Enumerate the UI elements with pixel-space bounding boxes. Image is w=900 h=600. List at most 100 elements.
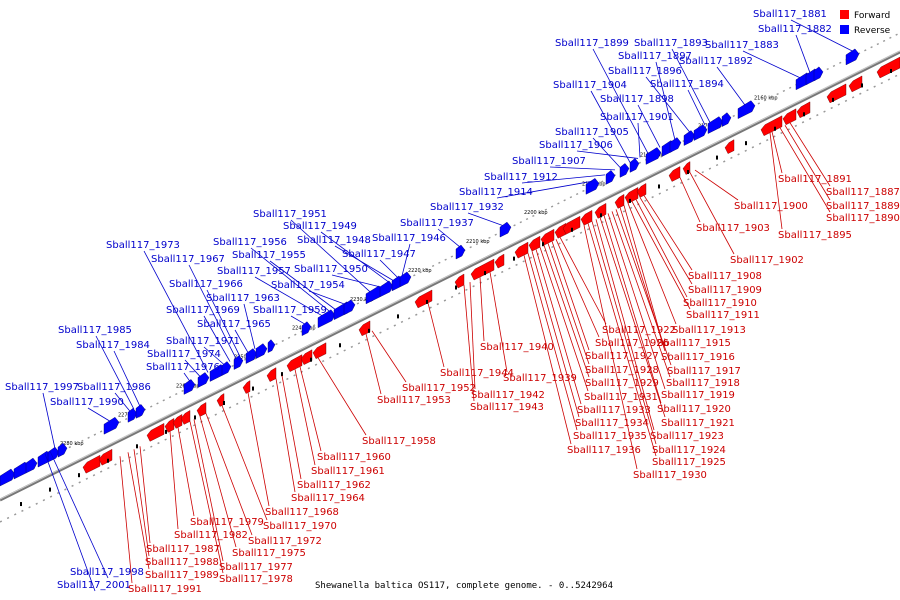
forward-gene-label[interactable]: Sball117_1944 <box>440 368 514 379</box>
reverse-gene-label[interactable]: Sball117_1904 <box>553 80 627 91</box>
reverse-gene-label[interactable]: Sball117_1894 <box>650 79 724 90</box>
forward-gene-arrow[interactable] <box>82 454 101 474</box>
forward-gene-arrow[interactable] <box>146 423 165 442</box>
forward-gene-label[interactable]: Sball117_1977 <box>219 562 293 573</box>
reverse-gene-label[interactable]: Sball117_1949 <box>283 221 357 232</box>
reverse-gene-arrow[interactable] <box>737 100 756 119</box>
reverse-gene-arrow[interactable] <box>255 343 268 359</box>
reverse-gene-arrow[interactable] <box>707 116 724 134</box>
forward-gene-label[interactable]: Sball117_1958 <box>362 436 436 447</box>
reverse-gene-label[interactable]: Sball117_1957 <box>217 266 291 277</box>
forward-gene-arrow[interactable] <box>242 380 251 394</box>
reverse-gene-label[interactable]: Sball117_1965 <box>197 319 271 330</box>
reverse-gene-label[interactable]: Sball117_1898 <box>600 94 674 105</box>
forward-gene-label[interactable]: Sball117_1961 <box>311 466 385 477</box>
forward-gene-label[interactable]: Sball117_1962 <box>297 480 371 491</box>
forward-gene-label[interactable]: Sball117_1929 <box>585 378 659 389</box>
reverse-gene-label[interactable]: Sball117_1882 <box>758 24 832 35</box>
forward-gene-label[interactable]: Sball117_1930 <box>633 470 707 481</box>
forward-gene-label[interactable]: Sball117_1924 <box>652 445 726 456</box>
forward-gene-arrow[interactable] <box>454 273 465 289</box>
reverse-gene-arrow[interactable] <box>221 361 232 376</box>
reverse-gene-label[interactable]: Sball117_1956 <box>213 237 287 248</box>
reverse-gene-label[interactable]: Sball117_1932 <box>430 202 504 213</box>
reverse-gene-label[interactable]: Sball117_1896 <box>608 66 682 77</box>
forward-gene-label[interactable]: Sball117_1928 <box>585 365 659 376</box>
reverse-gene-label[interactable]: Sball117_1997 <box>5 382 79 393</box>
forward-gene-label[interactable]: Sball117_1921 <box>661 418 735 429</box>
forward-gene-label[interactable]: Sball117_1915 <box>657 338 731 349</box>
forward-gene-label[interactable]: Sball117_1917 <box>667 366 741 377</box>
forward-gene-arrow[interactable] <box>300 349 313 365</box>
reverse-gene-label[interactable]: Sball117_1971 <box>166 336 240 347</box>
reverse-gene-label[interactable]: Sball117_1967 <box>151 254 225 265</box>
forward-gene-label[interactable]: Sball117_1935 <box>573 431 647 442</box>
forward-gene-label[interactable]: Sball117_1972 <box>248 536 322 547</box>
reverse-gene-arrow[interactable] <box>47 446 60 463</box>
forward-gene-label[interactable]: Sball117_1887 <box>826 187 900 198</box>
reverse-gene-arrow[interactable] <box>645 147 662 165</box>
reverse-gene-label[interactable]: Sball117_1881 <box>753 9 827 20</box>
forward-gene-arrow[interactable] <box>796 101 811 119</box>
reverse-gene-label[interactable]: Sball117_1986 <box>77 382 151 393</box>
forward-gene-label[interactable]: Sball117_1916 <box>661 352 735 363</box>
forward-gene-label[interactable]: Sball117_1890 <box>826 213 900 224</box>
reverse-gene-label[interactable]: Sball117_1907 <box>512 156 586 167</box>
reverse-gene-arrow[interactable] <box>693 124 708 141</box>
forward-gene-arrow[interactable] <box>668 166 681 182</box>
forward-gene-label[interactable]: Sball117_1964 <box>291 493 365 504</box>
reverse-gene-arrow[interactable] <box>103 416 120 435</box>
forward-gene-label[interactable]: Sball117_1895 <box>778 230 852 241</box>
forward-gene-arrow[interactable] <box>540 228 555 246</box>
forward-gene-label[interactable]: Sball117_1934 <box>575 418 649 429</box>
reverse-gene-label[interactable]: Sball117_1906 <box>539 140 613 151</box>
forward-gene-arrow[interactable] <box>562 215 581 235</box>
forward-gene-arrow[interactable] <box>848 75 863 93</box>
reverse-gene-arrow[interactable] <box>317 309 336 329</box>
reverse-gene-arrow[interactable] <box>399 271 412 288</box>
forward-gene-label[interactable]: Sball117_1920 <box>657 404 731 415</box>
reverse-gene-label[interactable]: Sball117_1955 <box>232 250 306 261</box>
reverse-gene-label[interactable]: Sball117_1901 <box>600 112 674 123</box>
forward-gene-arrow[interactable] <box>358 320 371 337</box>
reverse-gene-label[interactable]: Sball117_1892 <box>679 56 753 67</box>
reverse-gene-arrow[interactable] <box>499 221 512 238</box>
reverse-gene-label[interactable]: Sball117_1959 <box>253 305 327 316</box>
forward-gene-arrow[interactable] <box>636 183 647 198</box>
forward-gene-label[interactable]: Sball117_1975 <box>232 548 306 559</box>
forward-gene-arrow[interactable] <box>216 393 225 407</box>
forward-gene-label[interactable]: Sball117_1936 <box>567 445 641 456</box>
reverse-gene-arrow[interactable] <box>57 442 68 458</box>
forward-gene-label[interactable]: Sball117_1927 <box>585 351 659 362</box>
forward-gene-label[interactable]: Sball117_1991 <box>128 584 202 595</box>
reverse-gene-arrow[interactable] <box>455 244 466 260</box>
forward-gene-arrow[interactable] <box>876 56 900 79</box>
reverse-gene-arrow[interactable] <box>127 408 138 423</box>
forward-gene-label[interactable]: Sball117_1919 <box>661 390 735 401</box>
forward-gene-label[interactable]: Sball117_1926 <box>595 338 669 349</box>
forward-gene-label[interactable]: Sball117_1960 <box>317 452 391 463</box>
forward-gene-arrow[interactable] <box>494 253 505 269</box>
forward-gene-label[interactable]: Sball117_1889 <box>826 201 900 212</box>
forward-gene-arrow[interactable] <box>624 187 639 204</box>
reverse-gene-label[interactable]: Sball117_2001 <box>57 580 131 591</box>
forward-gene-label[interactable]: Sball117_1913 <box>672 325 746 336</box>
forward-gene-label[interactable]: Sball117_1940 <box>480 342 554 353</box>
forward-gene-label[interactable]: Sball117_1902 <box>730 255 804 266</box>
forward-gene-label[interactable]: Sball117_1939 <box>503 373 577 384</box>
forward-gene-arrow[interactable] <box>414 289 433 309</box>
forward-gene-label[interactable]: Sball117_1987 <box>146 544 220 555</box>
forward-gene-label[interactable]: Sball117_1923 <box>650 431 724 442</box>
forward-gene-arrow[interactable] <box>514 241 529 259</box>
reverse-gene-label[interactable]: Sball117_1897 <box>618 51 692 62</box>
reverse-gene-arrow[interactable] <box>845 48 860 66</box>
reverse-gene-arrow[interactable] <box>301 321 312 336</box>
reverse-gene-arrow[interactable] <box>585 178 600 195</box>
forward-gene-label[interactable]: Sball117_1970 <box>263 521 337 532</box>
reverse-gene-label[interactable]: Sball117_1963 <box>206 293 280 304</box>
reverse-gene-label[interactable]: Sball117_1969 <box>166 305 240 316</box>
reverse-gene-label[interactable]: Sball117_1948 <box>297 235 371 246</box>
reverse-gene-arrow[interactable] <box>629 158 640 173</box>
reverse-gene-label[interactable]: Sball117_1946 <box>372 233 446 244</box>
reverse-gene-label[interactable]: Sball117_1984 <box>76 340 150 351</box>
